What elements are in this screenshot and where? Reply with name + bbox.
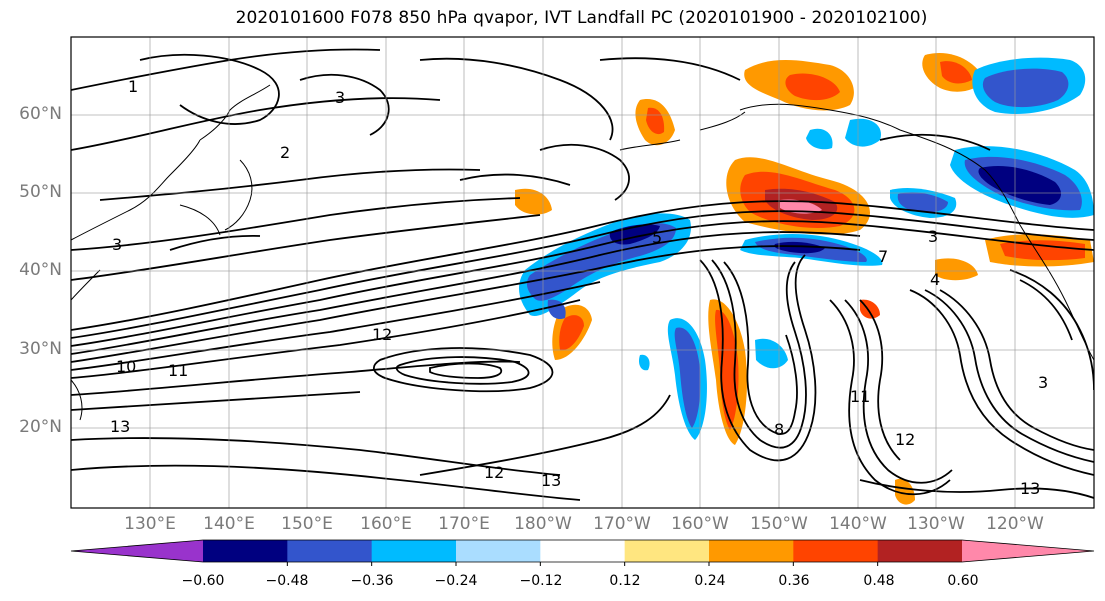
colorbar-tick-label: 0.48 [863, 573, 895, 589]
colorbar-segment [371, 540, 457, 562]
colorbar-tick-label: 0.36 [778, 573, 810, 589]
colorbar-outline [70, 539, 1095, 563]
contour-label: 11 [168, 361, 188, 380]
lat-label: 20°N [19, 417, 62, 437]
colorbar-tick-label: −0.12 [519, 573, 563, 589]
lon-label: 150°W [750, 514, 808, 534]
contour-labels: 1 3 2 3 3 5 7 4 12 11 10 13 12 13 8 12 1… [110, 77, 1048, 498]
graticule [71, 37, 1094, 508]
colorbar-tick-label: 0.60 [947, 573, 979, 589]
colorbar-tick-label: −0.24 [434, 573, 478, 589]
map-frame [70, 36, 1095, 509]
lon-label: 140°E [203, 514, 255, 534]
contour-label: 4 [930, 270, 940, 289]
colorbar-tick-label: 0.24 [694, 573, 726, 589]
ivt-contours [71, 48, 1094, 501]
colorbar-segment [203, 540, 288, 562]
lon-label: 140°W [829, 514, 887, 534]
contour-label: 10 [116, 357, 136, 376]
colorbar-tick-label: −0.48 [265, 573, 309, 589]
contour-label: 5 [652, 228, 662, 247]
contour-label: 12 [372, 325, 392, 344]
contour-label: 2 [280, 143, 290, 162]
contour-label: 12 [484, 463, 504, 482]
lon-label: 160°E [360, 514, 412, 534]
colorbar [70, 539, 1095, 566]
contour-label: 1 [128, 77, 138, 96]
colorbar-tick-label: 0.12 [609, 573, 641, 589]
lat-label: 30°N [19, 339, 62, 359]
colorbar-extend-low [71, 540, 203, 562]
lon-label: 170°W [593, 514, 651, 534]
lon-label: 150°E [281, 514, 333, 534]
contour-label: 3 [1038, 373, 1048, 392]
qvapor-shading [515, 52, 1094, 505]
colorbar-segment [624, 540, 710, 562]
contour-label: 3 [112, 235, 122, 254]
lat-label: 60°N [19, 104, 62, 124]
lon-label: 160°W [671, 514, 729, 534]
contour-label: 13 [541, 471, 561, 490]
colorbar-segment [877, 540, 963, 562]
lat-label: 50°N [19, 182, 62, 202]
colorbar-tick-label: −0.60 [181, 573, 225, 589]
lon-label: 180°W [514, 514, 572, 534]
contour-label: 8 [774, 420, 784, 439]
contour-label: 3 [928, 227, 938, 246]
colorbar-segment [540, 540, 626, 562]
lon-label: 130°E [124, 514, 176, 534]
contour-label: 13 [1020, 479, 1040, 498]
colorbar-segment [793, 540, 879, 562]
colorbar-tick-label: −0.36 [350, 573, 394, 589]
colorbar-segment [456, 540, 541, 562]
lon-label: 120°W [986, 514, 1044, 534]
contour-label: 12 [895, 430, 915, 449]
colorbar-segment [287, 540, 373, 562]
lon-label: 170°E [438, 514, 490, 534]
colorbar-segment [709, 540, 794, 562]
colorbar-extend-high [962, 540, 1094, 562]
map-title: 2020101600 F078 850 hPa qvapor, IVT Land… [235, 8, 928, 28]
contour-label: 11 [850, 387, 870, 406]
lat-label: 40°N [19, 260, 62, 280]
contour-label: 3 [335, 88, 345, 107]
contour-label: 13 [110, 417, 130, 436]
contour-label: 7 [878, 247, 888, 266]
coastlines [71, 84, 1094, 421]
lon-label: 130°W [907, 514, 965, 534]
